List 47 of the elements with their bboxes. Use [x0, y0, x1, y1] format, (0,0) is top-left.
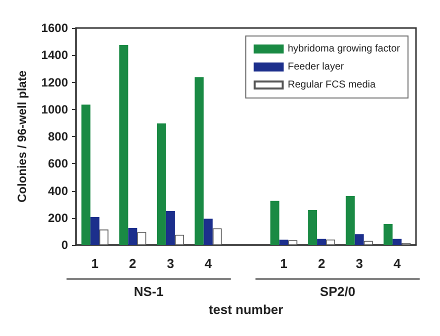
x-tick-label: 2: [318, 256, 326, 271]
bar: [174, 234, 184, 245]
bar: [212, 228, 222, 245]
bar: [279, 240, 288, 245]
x-tick-label: 4: [393, 256, 402, 271]
bar: [288, 240, 298, 245]
text: NS-1: [134, 284, 164, 299]
y-tick-label: 0: [61, 238, 68, 252]
bar: [392, 238, 402, 245]
bar: [204, 218, 213, 245]
text: SP2/0: [320, 284, 356, 299]
bar: [166, 210, 175, 245]
x-tick-label: 3: [166, 256, 174, 271]
y-axis-title: Colonies / 96-well plate: [15, 70, 29, 203]
y-tick-label: 1400: [41, 48, 68, 62]
y-tick-label: 1600: [41, 21, 68, 35]
x-tick-label: 4: [204, 256, 213, 271]
y-tick-label: 200: [48, 210, 68, 225]
y-tick-label: 1000: [41, 102, 68, 116]
bar: [90, 217, 100, 245]
bar: [354, 234, 364, 245]
bar: [326, 240, 336, 245]
bar: [384, 224, 393, 245]
bar: [99, 230, 108, 245]
x-tick-label: 1: [280, 256, 288, 271]
x-tick-label: 3: [356, 256, 363, 271]
bar: [270, 200, 280, 245]
y-tick-label: 800: [48, 130, 68, 144]
bar: [194, 77, 204, 245]
bar: [308, 210, 318, 245]
x-tick-label: 1: [91, 256, 99, 271]
bar: [81, 104, 90, 245]
legend-label: Feeder layer: [288, 62, 345, 72]
y-tick-label: 600: [48, 156, 68, 171]
legend-label: hybridoma growing factor: [288, 44, 401, 54]
bar: [128, 228, 138, 245]
x-tick-label: 2: [129, 256, 136, 271]
y-tick-label: 400: [48, 184, 68, 198]
y-tick-label: 1200: [41, 75, 68, 90]
bar: [364, 240, 373, 245]
legend-label: Regular FCS media: [288, 80, 376, 90]
bar: [137, 232, 146, 245]
bar: [156, 123, 166, 245]
x-axis-title: test number: [208, 302, 284, 317]
bar: [346, 196, 355, 245]
bar: [317, 238, 326, 245]
bar: [119, 44, 128, 245]
